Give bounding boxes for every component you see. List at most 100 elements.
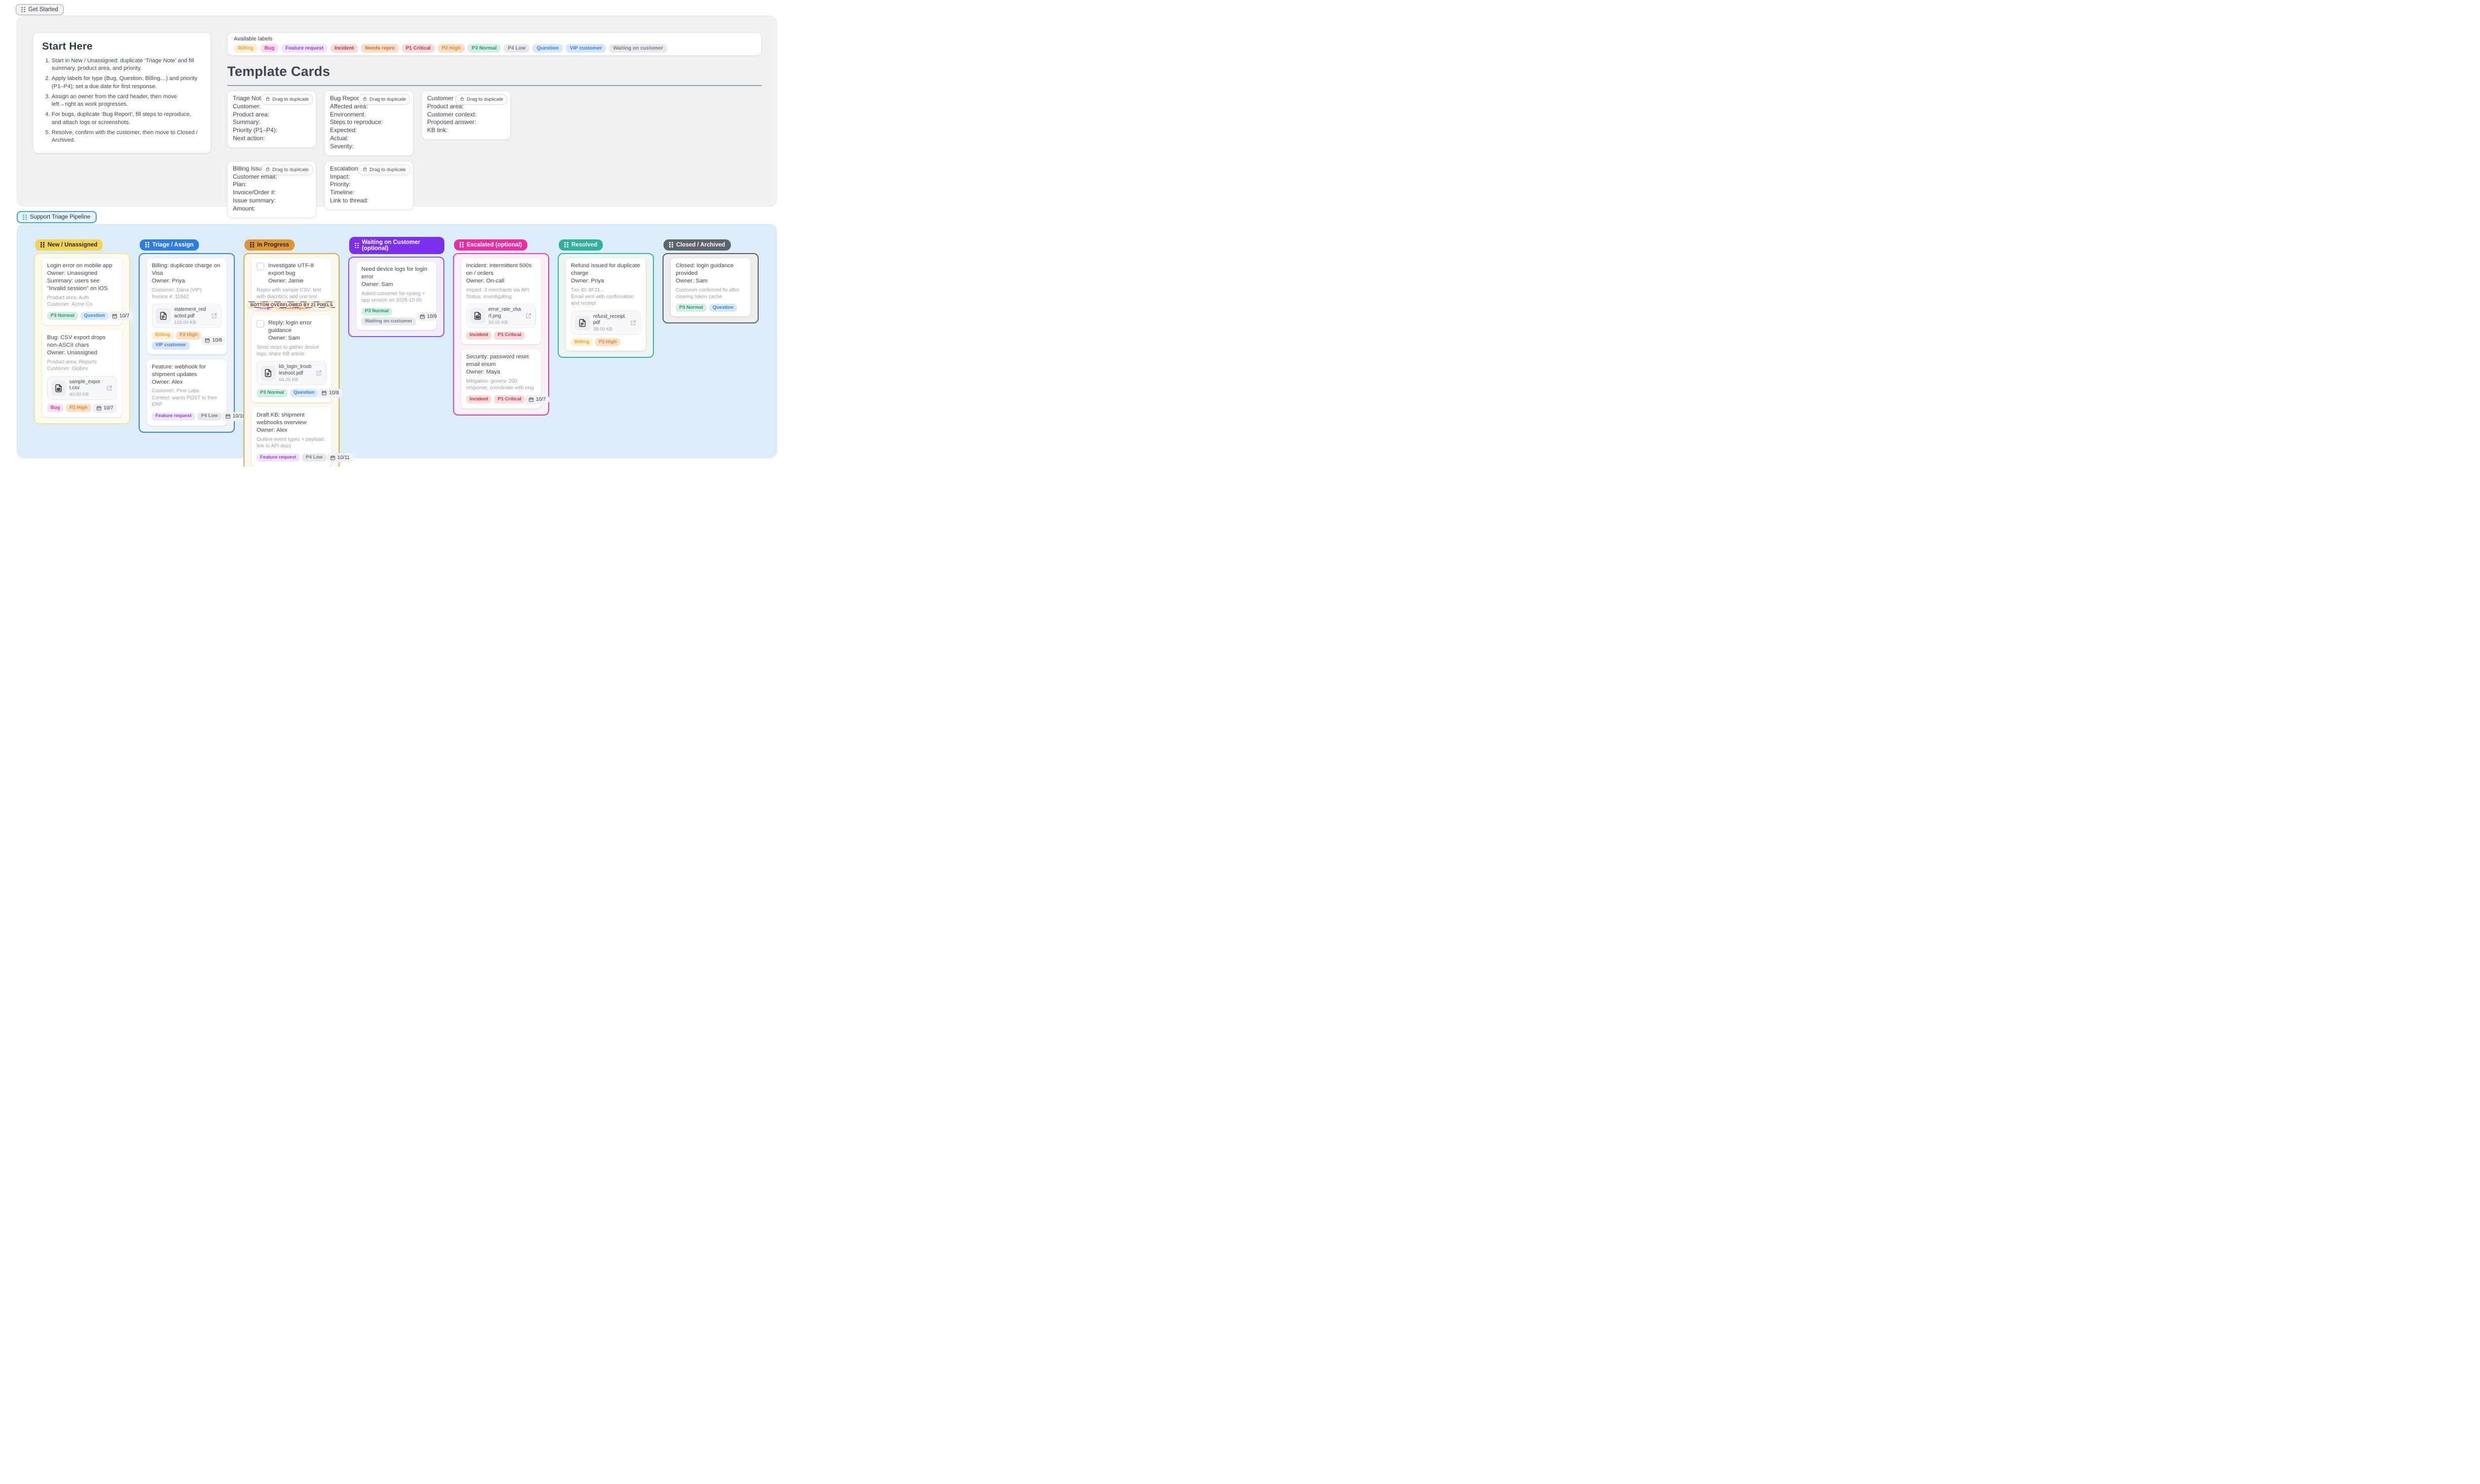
label-chip-billing[interactable]: Billing	[234, 44, 258, 53]
template-cards-heading: Template Cards	[227, 64, 330, 79]
card-meta-line: Product area: Auth	[47, 295, 89, 301]
label-chip-p1-critical[interactable]: P1 Critical	[401, 44, 435, 53]
template-field: Summary:	[233, 118, 261, 126]
external-link-icon[interactable]	[211, 312, 218, 319]
label-chip-needs-repro[interactable]: Needs repro	[361, 44, 399, 53]
label-chip-p3-normal[interactable]: P3 Normal	[467, 44, 501, 53]
label-chip-feature-request[interactable]: Feature request	[281, 44, 328, 53]
frame-tab-pipeline[interactable]: Support Triage Pipeline	[17, 211, 97, 223]
column-closed-archived: Closed / Archived Closed: login guidance …	[663, 237, 759, 324]
label-chip-bug[interactable]: Bug	[260, 44, 279, 53]
checkbox[interactable]	[257, 262, 264, 270]
overflow-warning-stripe: BOTTOM OVERFLOWED BY 21 PIXELS	[248, 301, 335, 308]
label-chip-waiting-on-customer[interactable]: Waiting on customer	[609, 44, 667, 53]
card-title-line: Owner: Unassigned	[47, 350, 98, 356]
available-labels-card[interactable]: Available labels Billing Bug Feature reque…	[227, 32, 762, 56]
divider	[227, 85, 762, 86]
card-title-line: Owner: Maya	[466, 368, 501, 375]
calendar-icon	[330, 455, 336, 461]
label-chip-question[interactable]: Question	[532, 44, 563, 53]
attachment-chip[interactable]: statement_redacted.pdf 120.00 KB	[152, 304, 222, 328]
column-header-triage-assign[interactable]: Triage / Assign	[140, 239, 199, 251]
kanban-card[interactable]: Draft KB: shipment webhooks overview Owne…	[252, 407, 353, 467]
kanban-card[interactable]: Billing: duplicate charge on Visa Owner: …	[147, 258, 227, 354]
column-header-resolved[interactable]: Resolved	[559, 239, 603, 251]
template-field: Issue summary:	[233, 197, 276, 204]
column-header-escalated-optional[interactable]: Escalated (optional)	[454, 239, 528, 251]
drag-to-duplicate-pill[interactable]: Drag to duplicate	[358, 94, 410, 105]
kanban-card[interactable]: Refund issued for duplicate charge Owner:…	[566, 258, 646, 351]
start-here-card[interactable]: Start Here Start in New / Unassigned: du…	[33, 32, 211, 154]
card-meta: Customer confirmed fix after clearing to…	[676, 287, 746, 301]
template-field: Link to thread:	[330, 197, 369, 204]
label-chip-p2-high[interactable]: P2 High	[437, 44, 465, 53]
column-body-escalated-optional: Incident: intermittent 500s on / orders O…	[453, 253, 550, 416]
column-header-new-unassigned[interactable]: New / Unassigned	[35, 239, 103, 251]
label-chip-question: Question	[709, 304, 737, 312]
template-field: Customer:	[233, 102, 261, 110]
label-chip-vip-customer[interactable]: VIP customer	[565, 44, 606, 53]
card-title-line: Incident: intermittent 500s on / orders	[466, 262, 532, 276]
external-link-icon[interactable]	[106, 385, 113, 392]
attachment-chip[interactable]: refund_receipt.pdf 38.00 KB	[571, 310, 641, 335]
attachment-chip[interactable]: error_rate_chart.png 50.00 KB	[466, 304, 536, 328]
attachment-chip[interactable]: sample_export.csv 40.00 KB	[47, 376, 117, 400]
external-link-icon[interactable]	[630, 319, 637, 326]
card-meta-line: Asked customer for syslog + app version …	[361, 291, 425, 304]
external-link-icon[interactable]	[315, 369, 322, 377]
kanban-card[interactable]: Incident: intermittent 500s on / orders O…	[461, 258, 541, 344]
kanban-card[interactable]: Reply: login error guidance Owner: Sam Sen…	[252, 315, 343, 402]
template-card-bug-report[interactable]: Bug Report — Drag to duplicate Affected ar…	[324, 91, 414, 156]
label-chip-feature-request: Feature request	[257, 454, 300, 462]
column-escalated-optional: Escalated (optional) Incident: intermitte…	[453, 237, 550, 416]
due-date-pill: 10/7	[92, 403, 117, 413]
column-header-in-progress[interactable]: In Progress	[244, 239, 295, 251]
card-title-line: Bug: CSV export drops non-ASCII chars	[47, 335, 106, 349]
drag-to-duplicate-pill[interactable]: Drag to duplicate	[456, 94, 507, 105]
calendar-icon	[225, 414, 231, 419]
template-field: Steps to reproduce:	[330, 118, 383, 126]
kanban-card[interactable]: Feature: webhook for shipment updates Own…	[147, 359, 249, 426]
available-labels-row: Billing Bug Feature request Incident Needs r…	[234, 44, 755, 53]
label-chip-p4-low[interactable]: P4 Low	[504, 44, 530, 53]
available-labels-title: Available labels	[234, 36, 273, 42]
card-title-line: Billing: duplicate charge on Visa	[152, 262, 221, 276]
start-here-steps: Start in New / Unassigned: duplicate ‘Tr…	[42, 57, 202, 144]
attachment-size: 50.00 KB	[488, 319, 508, 325]
template-card-escalation-package[interactable]: Escalation Package —Drag to duplicateImp…	[324, 160, 414, 210]
calendar-icon	[112, 313, 117, 319]
calendar-icon	[321, 390, 327, 396]
kanban-card[interactable]: Bug: CSV export drops non-ASCII chars Own…	[42, 330, 122, 418]
card-title-line: Owner: Alex	[152, 379, 183, 385]
template-field: Plan:	[233, 181, 247, 188]
label-chip-incident[interactable]: Incident	[330, 44, 358, 53]
card-title-line: Summary: users see "Invalid session" on …	[47, 277, 108, 292]
template-card-customer-question[interactable]: Customer Question —Drag to duplicateProd…	[422, 91, 511, 140]
label-chip-p3-normal: P3 Normal	[361, 307, 392, 316]
column-header-waiting-on-customer-optional[interactable]: Waiting on Customer (optional)	[349, 237, 444, 254]
template-field: Affected area:	[330, 102, 368, 110]
external-link-icon[interactable]	[525, 312, 532, 319]
kanban-card[interactable]: Security: password reset email enum Owner…	[461, 349, 550, 409]
attachment-chip[interactable]: kb_login_troubleshoot.pdf 64.00 KB	[257, 361, 326, 385]
template-card-billing-issue[interactable]: Billing Issue — Drag to duplicate Customer…	[227, 160, 316, 218]
attachment-size: 38.00 KB	[593, 326, 613, 332]
due-date-pill: 10/7	[108, 311, 133, 321]
drag-pill-label: Drag to duplicate	[272, 97, 309, 102]
card-title-line: Owner: Priya	[152, 277, 185, 284]
column-body-waiting-on-customer-optional: Need device logs for login error Owner: S…	[348, 257, 444, 338]
kanban-card[interactable]: Need device logs for login error Owner: S…	[356, 262, 441, 331]
kanban-card[interactable]: Closed: login guidance provided Owner: Sa…	[671, 258, 751, 317]
file-img-icon	[470, 308, 485, 324]
kanban-card[interactable]: Login error on mobile app Owner: Unassign…	[42, 258, 133, 325]
template-card-triage-note[interactable]: Triage Note — Drag to duplicate Customer: P…	[227, 91, 316, 148]
column-header-closed-archived[interactable]: Closed / Archived	[664, 239, 731, 251]
drag-to-duplicate-pill[interactable]: Drag to duplicate	[261, 94, 313, 105]
card-meta-line: Mitigation: generic 200 response; coordi…	[466, 378, 534, 391]
checkbox[interactable]	[257, 319, 264, 327]
frame-tab-get-started[interactable]: Get Started	[16, 4, 64, 15]
label-chip-p3-normal: P3 Normal	[257, 389, 287, 397]
drag-to-duplicate-pill[interactable]: Drag to duplicate	[358, 164, 410, 175]
card-title-line: Need device logs for login error	[361, 266, 427, 280]
drag-to-duplicate-pill[interactable]: Drag to duplicate	[261, 164, 313, 175]
